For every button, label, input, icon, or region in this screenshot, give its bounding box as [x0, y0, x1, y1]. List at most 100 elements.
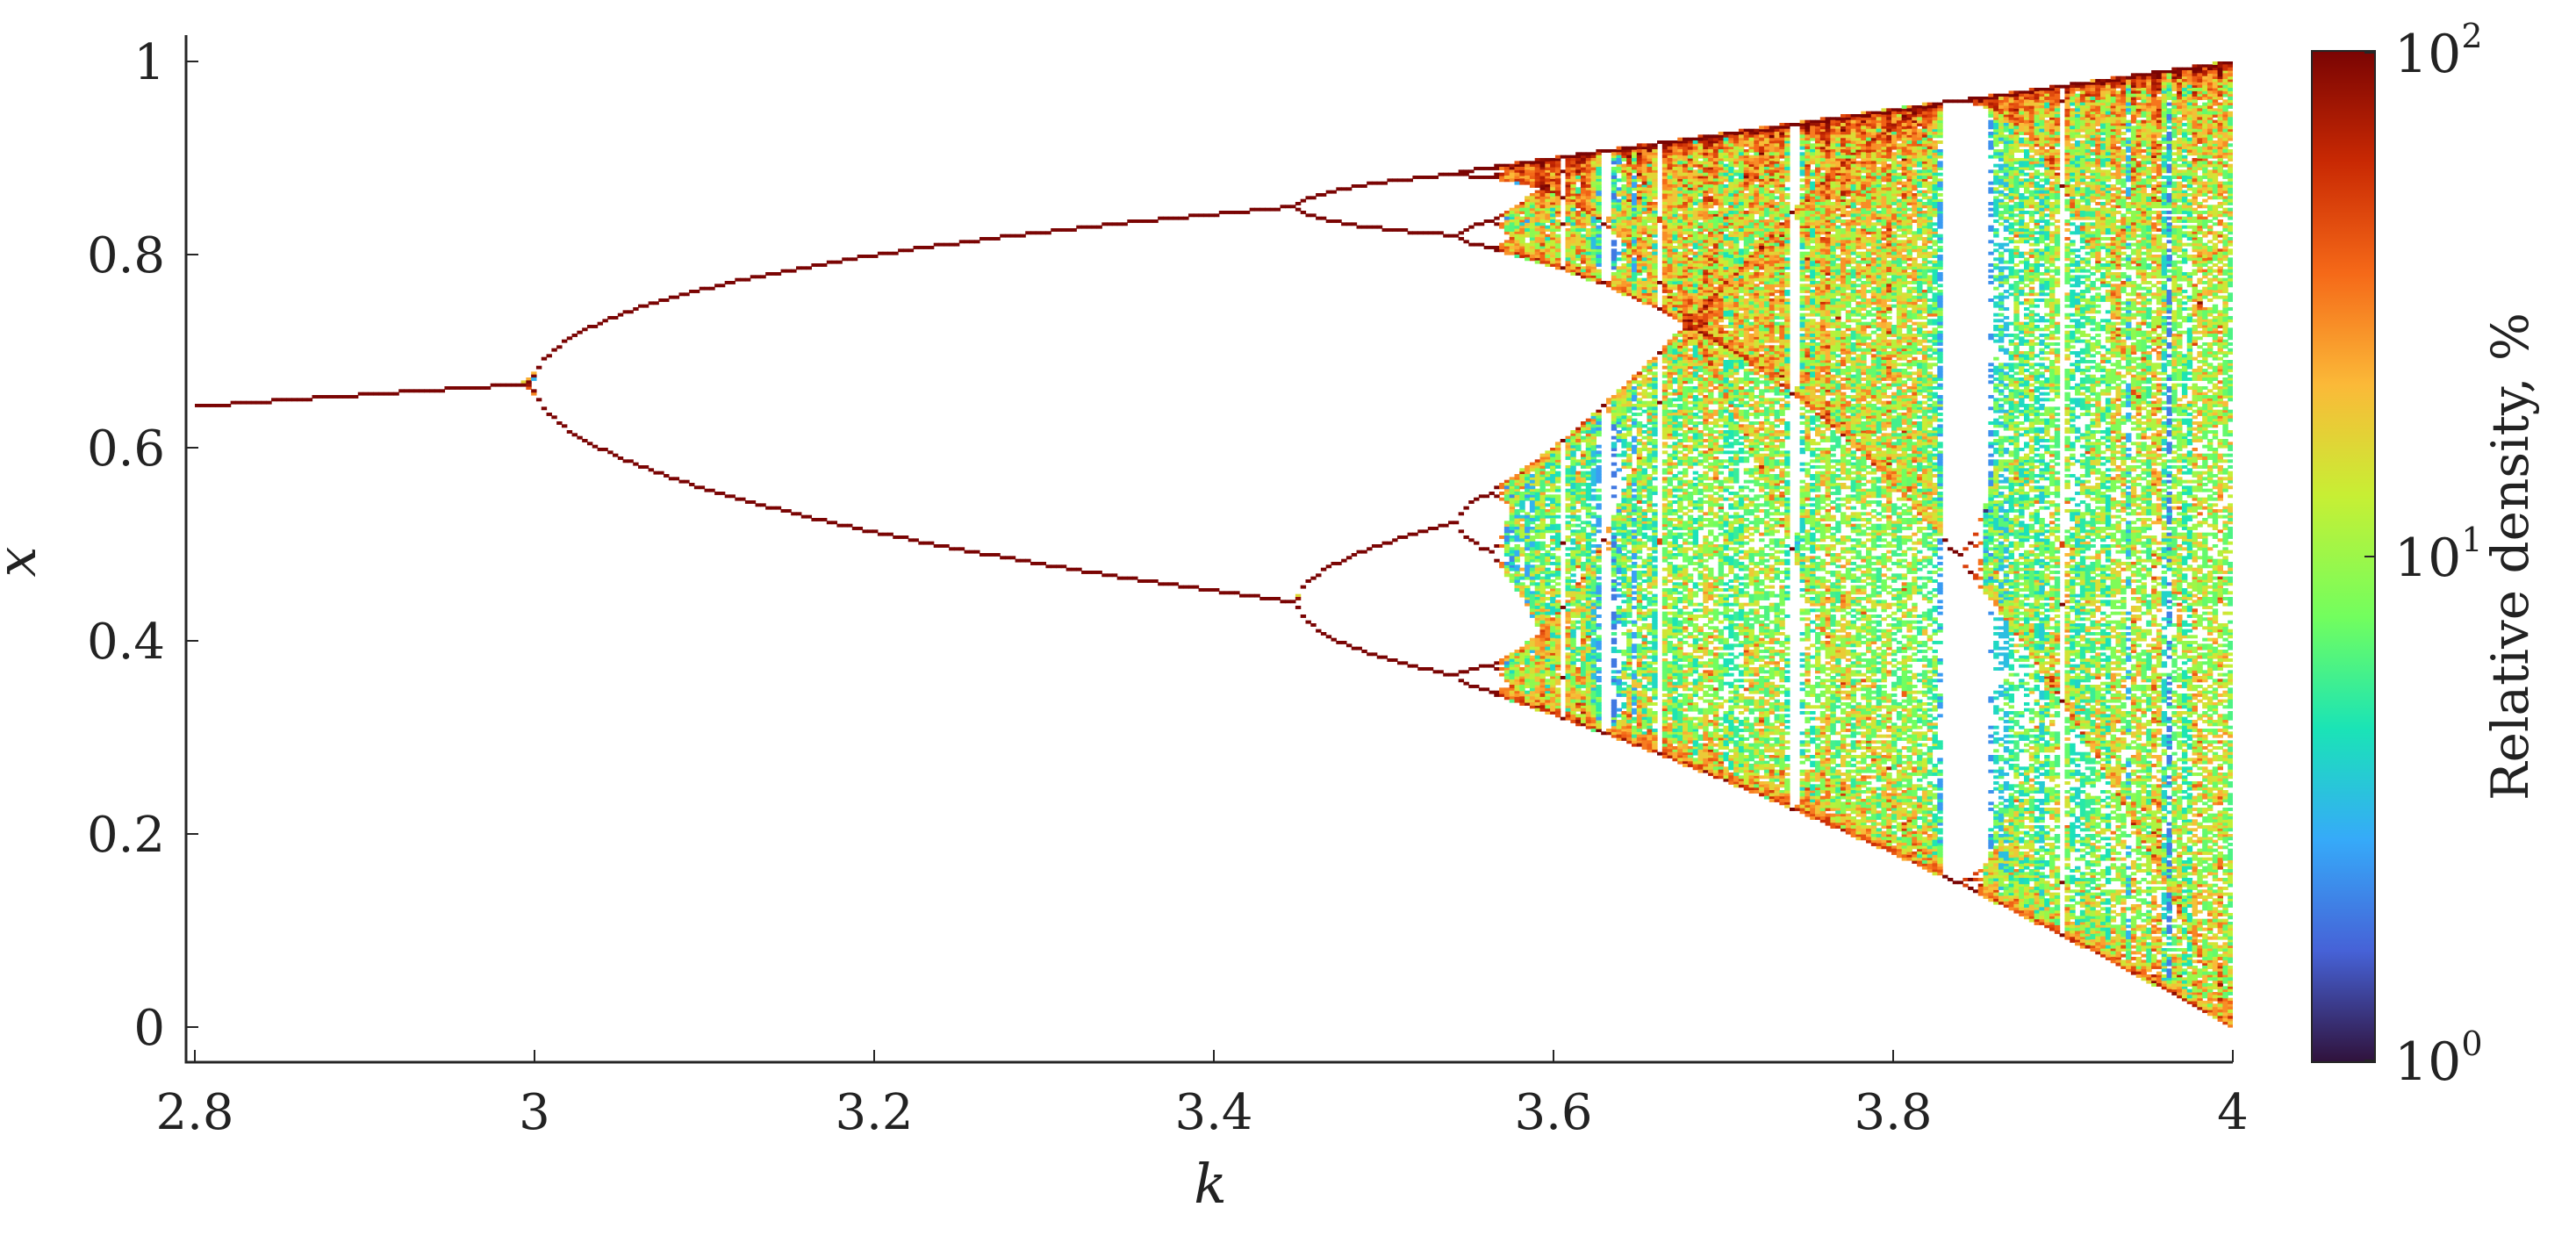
density-cell	[827, 521, 832, 524]
density-cell	[1586, 586, 1591, 589]
density-cell	[1555, 591, 1561, 594]
density-cell	[1570, 471, 1575, 475]
density-cell	[1510, 656, 1515, 659]
density-cell	[1677, 544, 1683, 548]
density-cell	[1586, 211, 1591, 214]
density-cell	[1591, 720, 1597, 723]
density-cell	[348, 395, 353, 399]
density-cell	[1647, 524, 1652, 528]
density-cell	[1586, 278, 1591, 282]
density-cell	[1611, 240, 1617, 243]
density-cell	[756, 275, 761, 278]
density-cell	[1076, 226, 1081, 229]
density-cell	[1647, 571, 1652, 574]
density-cell	[1504, 544, 1510, 548]
density-cell	[1566, 222, 1571, 226]
density-cell	[1586, 553, 1591, 557]
density-cell	[1662, 380, 1668, 384]
density-cell	[1683, 626, 1688, 629]
density-cell	[1617, 252, 1622, 255]
density-cell	[1530, 597, 1535, 600]
density-cell	[1662, 217, 1668, 220]
density-cell	[1459, 670, 1464, 673]
density-cell	[1617, 147, 1622, 150]
density-cell	[1596, 421, 1601, 425]
density-cell	[1677, 357, 1683, 361]
density-cell	[1626, 582, 1632, 586]
density-cell	[1550, 248, 1555, 252]
density-cell	[1677, 205, 1683, 208]
density-cell	[1647, 603, 1652, 607]
density-cell	[1566, 553, 1571, 557]
density-cell	[1525, 164, 1530, 168]
density-cell	[669, 296, 674, 299]
density-cell	[1499, 564, 1504, 568]
density-cell	[1626, 147, 1632, 150]
density-cell	[1652, 597, 1657, 600]
density-cell	[1581, 246, 1586, 249]
density-cell	[1662, 158, 1668, 162]
density-cell	[1672, 155, 1677, 159]
density-cell	[1474, 167, 1479, 170]
density-cell	[1101, 222, 1107, 226]
density-cell	[1688, 164, 1693, 168]
density-cell	[1540, 509, 1546, 513]
density-cell	[1586, 261, 1591, 264]
density-cell	[1510, 527, 1515, 530]
density-cell	[1596, 656, 1601, 659]
density-cell	[1484, 547, 1489, 550]
density-cell	[1677, 404, 1683, 407]
density-cell	[1672, 456, 1677, 460]
density-cell	[1586, 720, 1591, 723]
density-cell	[1668, 313, 1673, 317]
density-cell	[1448, 521, 1453, 524]
density-cell	[1494, 246, 1499, 249]
density-cell	[1596, 717, 1601, 721]
density-cell	[1530, 480, 1535, 484]
density-cell	[1621, 673, 1626, 677]
density-cell	[1652, 193, 1657, 197]
density-cell	[1194, 213, 1199, 217]
density-cell	[1617, 401, 1622, 405]
density-cell	[1504, 670, 1510, 673]
density-cell	[240, 401, 246, 405]
density-cell	[1586, 623, 1591, 627]
density-cell	[1617, 158, 1622, 162]
density-cell	[1611, 413, 1617, 416]
density-cell	[1484, 219, 1489, 223]
density-cell	[1611, 395, 1617, 399]
density-cell	[1586, 521, 1591, 524]
density-cell	[1611, 658, 1617, 662]
density-cell	[1683, 287, 1688, 291]
density-cell	[1617, 424, 1622, 428]
density-cell	[1341, 559, 1346, 563]
density-cell	[1672, 261, 1677, 264]
density-cell	[1519, 503, 1525, 507]
density-cell	[1647, 518, 1652, 521]
density-cell	[730, 281, 735, 284]
density-cell	[602, 448, 607, 451]
density-cell	[1596, 577, 1601, 580]
density-cell	[1566, 468, 1571, 471]
density-cell	[1596, 240, 1601, 243]
density-cell	[1143, 219, 1148, 223]
density-cell	[1510, 685, 1515, 688]
density-cell	[1530, 685, 1535, 688]
density-cell	[628, 310, 633, 313]
density-cell	[1581, 720, 1586, 723]
density-cell	[852, 527, 857, 530]
density-cell	[542, 406, 547, 410]
density-cell	[1632, 597, 1637, 600]
density-cell	[1677, 515, 1683, 519]
density-cell	[1652, 556, 1657, 559]
density-cell	[1412, 665, 1417, 668]
plot-area: 2.8 3 3.2 3.4 3.6 3.8 4 00.20.40.60.81	[87, 34, 2249, 1141]
density-cell	[1575, 433, 1581, 436]
density-cell	[1621, 524, 1626, 528]
density-cell	[1519, 652, 1525, 656]
density-cell	[1581, 614, 1586, 618]
density-cell	[1519, 696, 1525, 700]
density-cell	[1662, 401, 1668, 405]
density-cell	[1652, 158, 1657, 162]
density-cell	[1392, 178, 1397, 182]
